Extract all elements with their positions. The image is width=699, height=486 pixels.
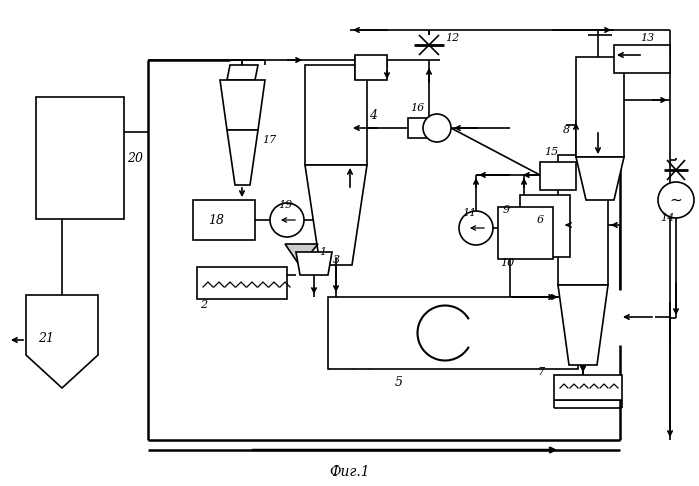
Text: 20: 20	[127, 152, 143, 164]
Text: 1: 1	[319, 247, 326, 257]
Polygon shape	[576, 157, 624, 200]
Polygon shape	[558, 285, 608, 365]
Bar	[576, 57, 624, 157]
Text: 10: 10	[500, 258, 514, 268]
Polygon shape	[285, 244, 318, 266]
Polygon shape	[227, 130, 258, 185]
Bar	[498, 207, 553, 259]
Text: 4: 4	[369, 108, 377, 122]
Text: 5: 5	[395, 376, 403, 388]
Text: Фиг.1: Фиг.1	[330, 465, 370, 479]
Bar	[197, 267, 287, 299]
Text: 8: 8	[563, 125, 570, 135]
Text: 17: 17	[262, 135, 276, 145]
Text: 16: 16	[410, 103, 424, 113]
Text: 12: 12	[445, 33, 459, 43]
Bar	[328, 297, 578, 369]
Bar	[355, 57, 383, 79]
Polygon shape	[305, 165, 367, 265]
Text: 14: 14	[660, 213, 675, 223]
Bar	[540, 162, 576, 190]
Bar	[193, 200, 255, 240]
Bar	[520, 195, 570, 257]
Text: 9: 9	[503, 205, 510, 215]
Bar	[558, 155, 608, 285]
Polygon shape	[220, 80, 265, 130]
Circle shape	[459, 211, 493, 245]
Polygon shape	[26, 295, 98, 388]
Bar	[305, 65, 367, 165]
Polygon shape	[296, 252, 332, 275]
Bar	[355, 55, 387, 80]
Text: 19: 19	[278, 200, 292, 210]
Bar	[36, 97, 124, 219]
Bar	[614, 45, 670, 73]
Text: 6: 6	[537, 215, 544, 225]
Bar	[408, 118, 426, 138]
Circle shape	[658, 182, 694, 218]
Bar	[554, 375, 622, 400]
Text: 21: 21	[38, 331, 54, 345]
Text: 18: 18	[208, 213, 224, 226]
Text: ~: ~	[670, 192, 682, 208]
Circle shape	[423, 114, 451, 142]
Polygon shape	[227, 65, 258, 80]
Text: 15: 15	[544, 147, 559, 157]
Text: 7: 7	[538, 367, 545, 377]
Circle shape	[270, 203, 304, 237]
Text: 2: 2	[200, 300, 207, 310]
Text: 11: 11	[462, 208, 476, 218]
Text: 3: 3	[333, 255, 340, 265]
Text: 13: 13	[640, 33, 654, 43]
